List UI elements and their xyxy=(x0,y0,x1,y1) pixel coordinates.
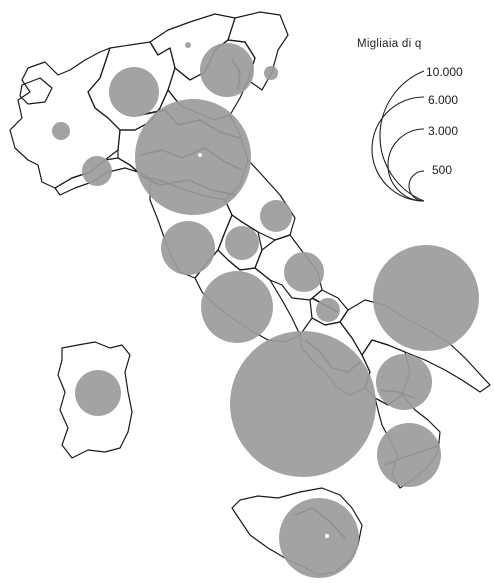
bubbles xyxy=(52,42,479,578)
legend-arc-500 xyxy=(408,170,425,202)
bubble-piemonte-nord xyxy=(109,67,159,117)
bubble-alto-adige xyxy=(185,42,191,48)
bubble-liguria xyxy=(82,156,112,186)
bubble-sicilia xyxy=(279,498,359,578)
bubble-marche xyxy=(284,252,324,292)
bubble-sardegna xyxy=(75,370,121,416)
legend-label-500: 500 xyxy=(432,163,452,177)
legend-label-3000: 3.000 xyxy=(428,124,458,138)
legend-label-6000: 6.000 xyxy=(428,93,458,107)
legend: Migliaia di q 10.000 6.000 3.000 500 xyxy=(357,38,463,202)
legend-arc-6000 xyxy=(371,96,425,202)
bubble-basilicata xyxy=(376,354,432,410)
bubble-toscana-nord xyxy=(161,221,215,275)
city-dot xyxy=(325,534,329,538)
city-dots xyxy=(198,153,329,538)
bubble-calabria xyxy=(377,423,441,487)
bubble-aosta xyxy=(52,122,70,140)
region-sardegna xyxy=(57,341,133,459)
city-dot xyxy=(198,153,202,157)
legend-label-10000: 10.000 xyxy=(426,65,463,79)
bubble-toscana-est xyxy=(225,226,259,260)
bubble-emilia-nord xyxy=(260,200,292,232)
bubble-lazio xyxy=(230,331,376,477)
bubble-toscana-sud xyxy=(201,271,273,343)
bubble-lombardia xyxy=(135,99,251,215)
bubble-puglia-nord xyxy=(373,245,479,351)
legend-arc-3000 xyxy=(387,128,425,202)
legend-title: Migliaia di q xyxy=(357,38,422,50)
region-friuli xyxy=(227,11,289,91)
bubble-friuli xyxy=(264,66,278,80)
bubble-trentino xyxy=(200,43,254,97)
region-valle-aosta xyxy=(19,77,53,105)
legend-arc-10000 xyxy=(379,70,425,202)
bubble-abruzzo xyxy=(316,298,340,322)
